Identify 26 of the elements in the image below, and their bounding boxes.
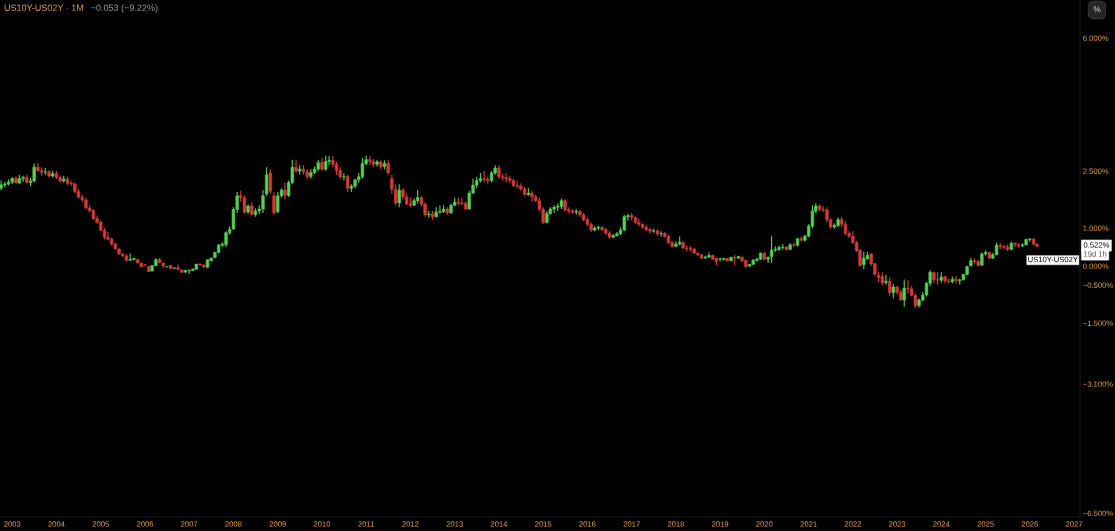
- chart-title: US10Y-US02Y · 1M: [4, 4, 84, 11]
- candlestick: [519, 182, 523, 192]
- candlestick: [438, 204, 442, 215]
- candlestick: [276, 191, 280, 214]
- chart-subtitle: −0.053 (−9.22%): [91, 4, 158, 13]
- candlestick: [283, 181, 287, 201]
- candlestick: [884, 274, 888, 286]
- candlestick: [1028, 237, 1032, 243]
- candlestick: [954, 275, 958, 284]
- candlestick: [397, 183, 401, 208]
- candlestick: [342, 172, 346, 182]
- candlestick: [272, 191, 276, 216]
- candlestick: [106, 231, 110, 241]
- candlestick: [21, 175, 25, 183]
- text: %: [1093, 6, 1101, 13]
- candlestick: [552, 204, 556, 214]
- candlestick: [294, 159, 298, 174]
- candlestick: [268, 168, 272, 195]
- candlestick: [659, 230, 663, 238]
- candlestick: [707, 251, 711, 259]
- candlestick: [648, 227, 652, 235]
- candlestick: [755, 257, 759, 263]
- candlestick: [176, 263, 180, 272]
- candlestick: [460, 197, 464, 206]
- candlestick: [906, 279, 910, 295]
- candlestick: [36, 162, 40, 173]
